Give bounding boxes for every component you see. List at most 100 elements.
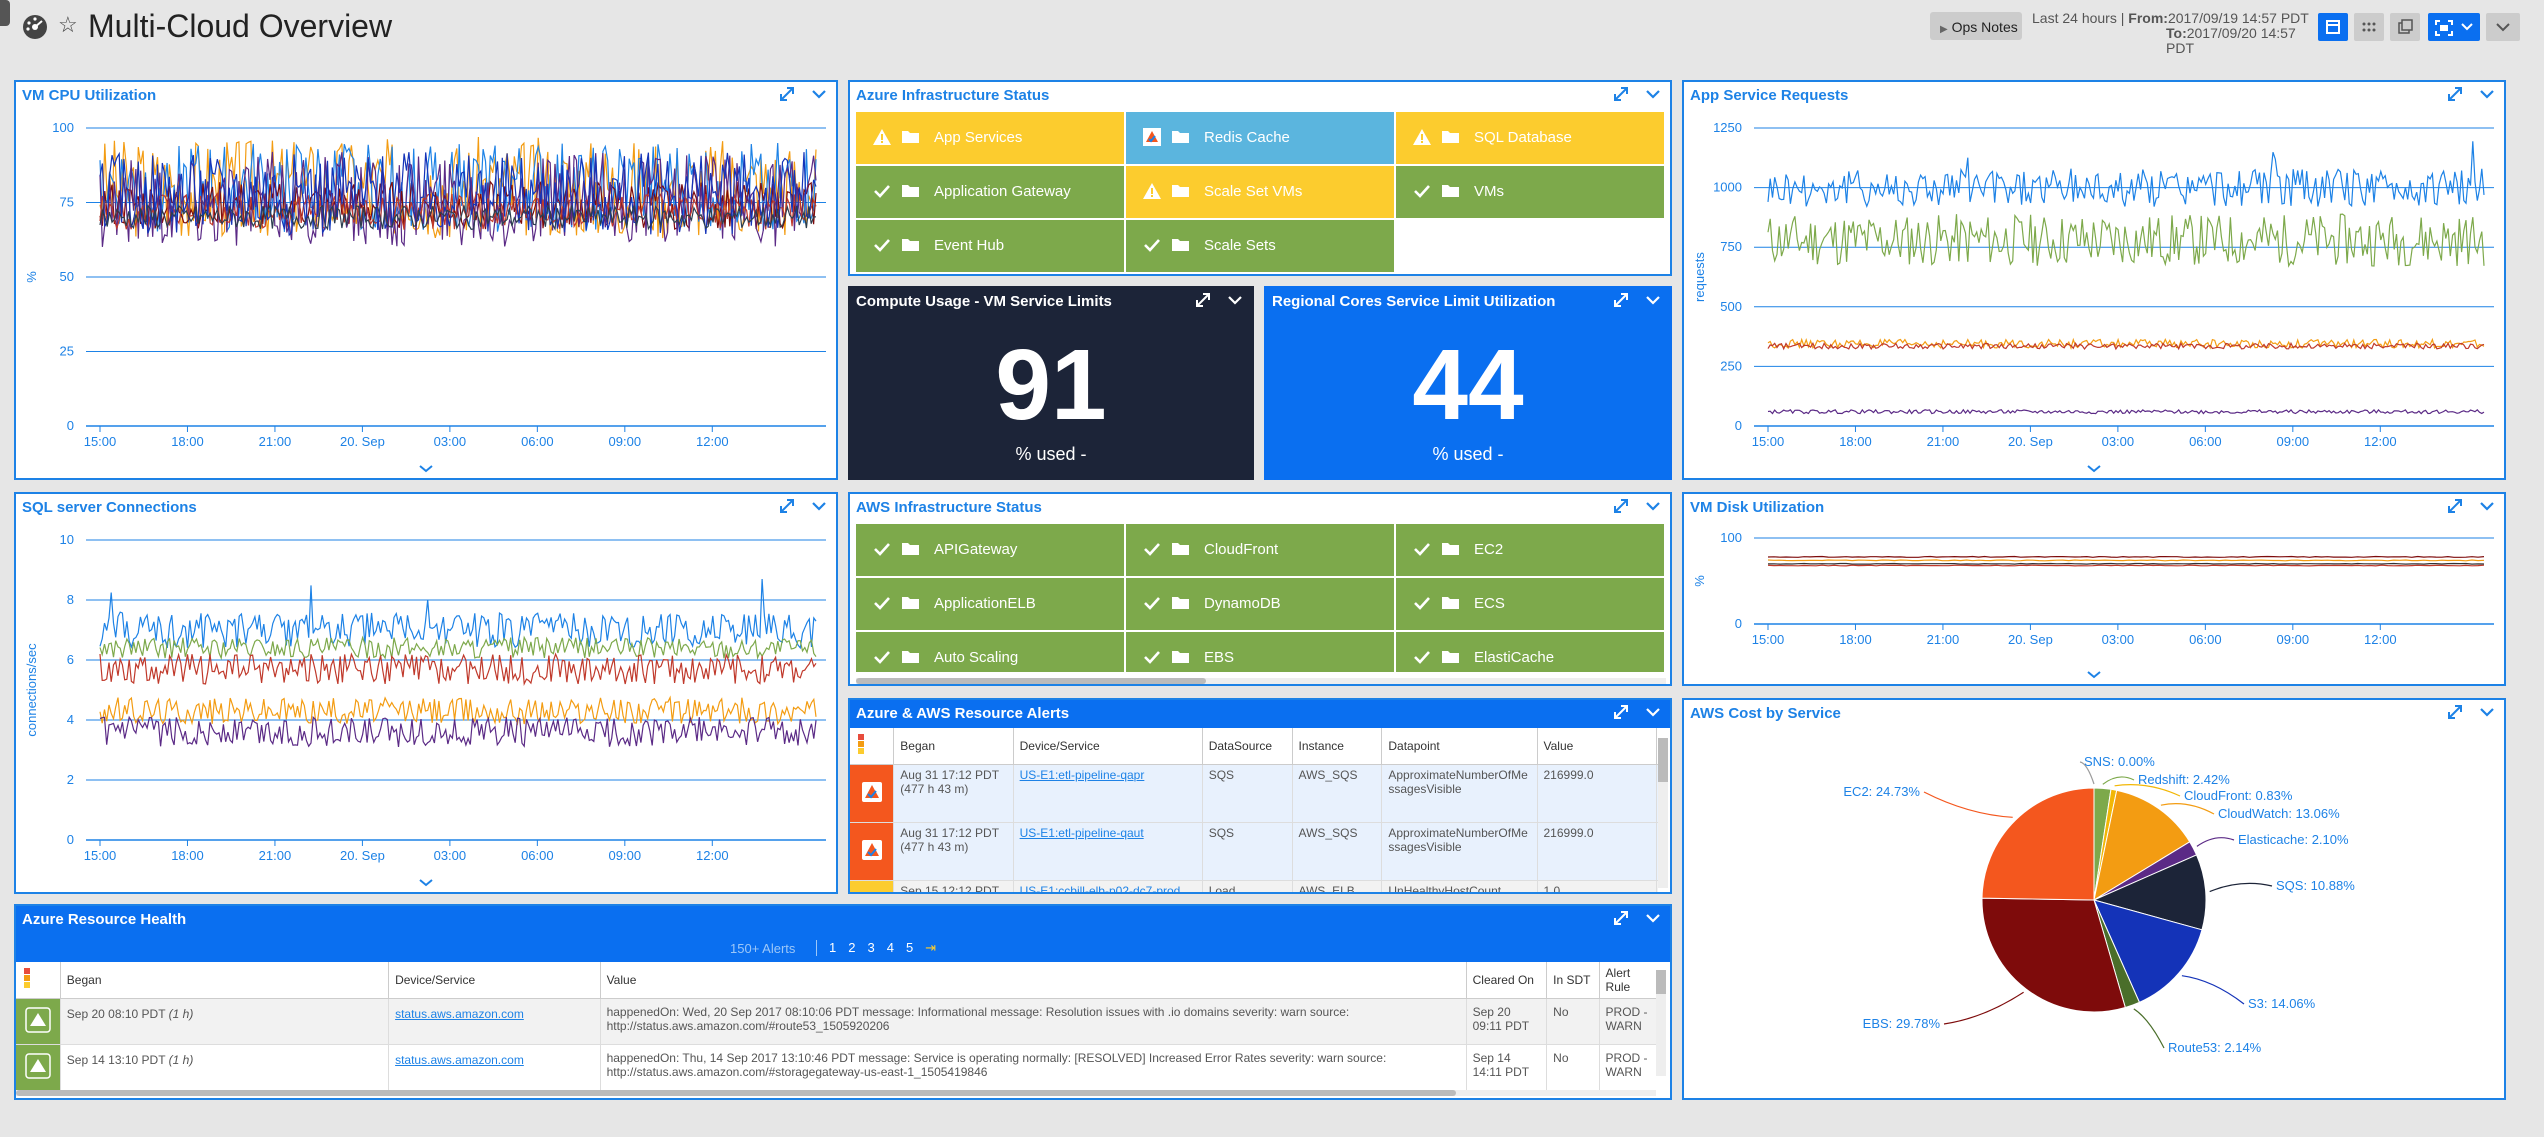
page-link[interactable]: 2 [848, 940, 856, 955]
widget-title: AWS Infrastructure Status [856, 499, 1042, 516]
chevron-down-icon[interactable] [2478, 497, 2496, 515]
pie-label: CloudWatch: 13.06% [2218, 806, 2340, 821]
more-menu-button[interactable] [2486, 13, 2520, 41]
device-cell[interactable]: status.aws.amazon.com [388, 1044, 601, 1090]
column-header[interactable]: Value [600, 962, 1467, 999]
table-row[interactable]: Aug 31 17:12 PDT (477 h 43 m) US-E1:etl-pi… [850, 764, 1658, 822]
device-cell[interactable]: US-E1:ccbill-elb-p02-dc7-prod [1013, 880, 1203, 893]
vertical-scrollbar[interactable] [1656, 970, 1666, 1076]
page-link[interactable]: 4 [886, 940, 894, 955]
chevron-down-icon[interactable] [1226, 291, 1244, 309]
chevron-down-icon[interactable] [2478, 85, 2496, 103]
clone-button[interactable] [2390, 13, 2420, 41]
status-tile[interactable]: EC2 [1396, 524, 1664, 576]
column-header[interactable]: Device/Service [388, 962, 601, 999]
severity-header[interactable] [850, 728, 895, 765]
column-header[interactable]: Cleared On [1466, 962, 1548, 999]
table-row[interactable]: Sep 20 08:10 PDT (1 h) status.aws.amazon.… [16, 998, 1656, 1044]
scrollbar-thumb[interactable] [1656, 970, 1666, 994]
expand-icon[interactable] [2446, 85, 2464, 103]
status-tile[interactable]: Scale Set VMs [1126, 166, 1394, 218]
device-cell[interactable]: US-E1:etl-pipeline-qapr [1013, 764, 1203, 822]
status-tile[interactable]: DynamoDB [1126, 578, 1394, 630]
vertical-scrollbar[interactable] [1658, 738, 1668, 888]
series-line [1767, 562, 2485, 565]
instance-cell: AWS_SQS [1292, 822, 1383, 880]
layout-button[interactable] [2354, 13, 2384, 41]
expand-icon[interactable] [2446, 497, 2464, 515]
device-link[interactable]: status.aws.amazon.com [395, 1052, 524, 1067]
expand-icon[interactable] [1612, 497, 1630, 515]
began-value: Sep 20 08:10 PDT [66, 1006, 166, 1021]
page-link[interactable]: 5 [905, 940, 914, 955]
page-link[interactable]: 1 [829, 940, 837, 955]
horizontal-scrollbar[interactable] [856, 678, 1666, 684]
chevron-down-icon[interactable] [1644, 291, 1662, 309]
ops-notes-button[interactable]: ▶ Ops Notes [1930, 12, 2022, 40]
device-link[interactable]: US-E1:etl-pipeline-qaut [1019, 825, 1144, 840]
expand-icon[interactable] [1612, 909, 1630, 927]
device-link[interactable]: status.aws.amazon.com [395, 1006, 524, 1021]
status-tile[interactable]: VMs [1396, 166, 1664, 218]
status-tile[interactable]: App Services [856, 112, 1124, 164]
table-row[interactable]: Sep 14 13:10 PDT (1 h) status.aws.amazon.… [16, 1044, 1656, 1090]
status-tile[interactable]: CloudFront [1126, 524, 1394, 576]
status-tile[interactable]: SQL Database [1396, 112, 1664, 164]
table-row[interactable]: Sep 15 12:12 PDT US-E1:ccbill-elb-p02-dc7… [850, 880, 1658, 892]
status-tile[interactable]: EBS [1126, 632, 1394, 672]
column-header[interactable]: Began [893, 728, 1014, 765]
scrollbar-thumb[interactable] [16, 1090, 1456, 1096]
expand-icon[interactable] [1194, 291, 1212, 309]
expand-icon[interactable] [778, 497, 796, 515]
device-link[interactable]: US-E1:ccbill-elb-p02-dc7-prod [1019, 883, 1181, 893]
chevron-down-icon[interactable] [810, 85, 828, 103]
calendar-button[interactable] [2318, 13, 2348, 41]
chevron-down-icon[interactable] [810, 497, 828, 515]
status-tile[interactable]: ApplicationELB [856, 578, 1124, 630]
column-header[interactable]: In SDT [1546, 962, 1600, 999]
device-cell[interactable]: US-E1:etl-pipeline-qaut [1013, 822, 1203, 880]
scrollbar-thumb[interactable] [856, 678, 1206, 684]
device-cell[interactable]: status.aws.amazon.com [388, 998, 601, 1044]
expand-icon[interactable] [1612, 291, 1630, 309]
status-tile[interactable]: Redis Cache [1126, 112, 1394, 164]
status-tile[interactable]: Event Hub [856, 220, 1124, 272]
column-header[interactable]: Instance [1292, 728, 1383, 765]
expand-icon[interactable] [778, 85, 796, 103]
table-row[interactable]: Aug 31 17:12 PDT (477 h 43 m) US-E1:etl-pi… [850, 822, 1658, 880]
chevron-down-icon[interactable] [2478, 703, 2496, 721]
collapse-tab[interactable] [0, 0, 10, 26]
scrollbar-thumb[interactable] [1658, 738, 1668, 782]
expand-icon[interactable] [1612, 703, 1630, 721]
horizontal-scrollbar[interactable] [16, 1090, 1656, 1096]
x-tick-label: 12:00 [696, 434, 729, 449]
time-range[interactable]: Last 24 hours | From:2017/09/19 14:57 PD… [2032, 10, 2309, 56]
folder-icon [902, 131, 919, 143]
column-header[interactable]: Datapoint [1381, 728, 1538, 765]
expand-icon[interactable] [2446, 703, 2464, 721]
column-header[interactable] [1656, 728, 1658, 765]
favorite-star-icon[interactable]: ☆ [58, 12, 78, 37]
chevron-down-icon[interactable] [1644, 909, 1662, 927]
device-link[interactable]: US-E1:etl-pipeline-qapr [1019, 767, 1145, 782]
expand-icon[interactable] [1612, 85, 1630, 103]
page-link[interactable]: 3 [867, 940, 875, 955]
status-tile[interactable]: Auto Scaling [856, 632, 1124, 672]
status-tile[interactable]: ElastiCache [1396, 632, 1664, 672]
status-tile[interactable]: Application Gateway [856, 166, 1124, 218]
status-tile[interactable]: ECS [1396, 578, 1664, 630]
chevron-down-icon[interactable] [1644, 703, 1662, 721]
next-page-icon[interactable]: ⇥ [925, 940, 937, 955]
column-header[interactable]: DataSource [1202, 728, 1293, 765]
chevron-down-icon[interactable] [1644, 497, 1662, 515]
status-tile[interactable]: APIGateway [856, 524, 1124, 576]
y-tick-label: 6 [67, 652, 74, 667]
status-tile[interactable]: Scale Sets [1126, 220, 1394, 272]
column-header[interactable]: Alert Rule [1599, 962, 1656, 999]
column-header[interactable]: Device/Service [1013, 728, 1203, 765]
column-header[interactable]: Began [60, 962, 390, 999]
severity-header[interactable] [16, 962, 61, 999]
column-header[interactable]: Value [1537, 728, 1657, 765]
fullscreen-menu-button[interactable] [2428, 13, 2480, 41]
chevron-down-icon[interactable] [1644, 85, 1662, 103]
